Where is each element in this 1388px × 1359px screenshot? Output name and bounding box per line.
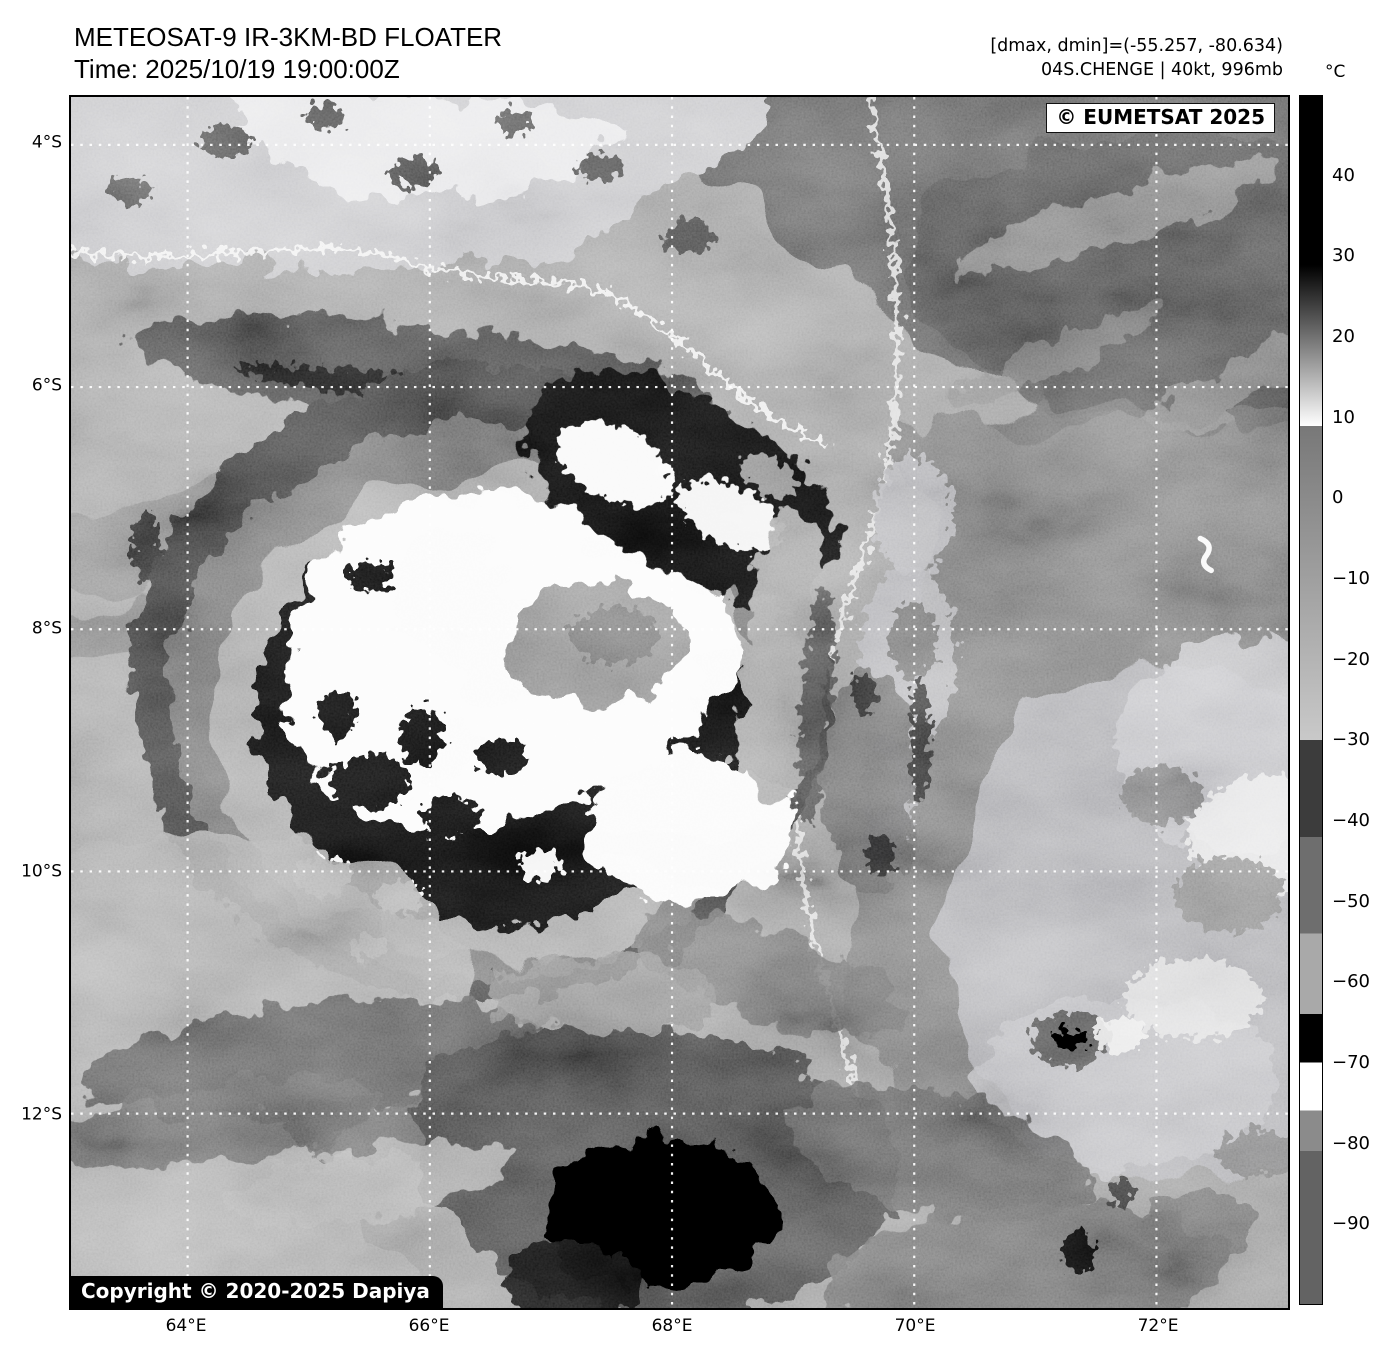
colorbar-tick-label: −90 [1332, 1213, 1370, 1235]
colorbar-tick-label: −70 [1332, 1052, 1370, 1074]
satellite-image [71, 97, 1288, 1308]
figure-title: METEOSAT-9 IR-3KM-BD FLOATER [74, 22, 503, 52]
latitude-tick-label: 8°S [31, 618, 62, 639]
info-block: [dmax, dmin]=(-55.257, -80.634) 04S.CHEN… [990, 34, 1283, 82]
colorbar-tick-label: 30 [1332, 245, 1355, 267]
dmax-dmin-readout: [dmax, dmin]=(-55.257, -80.634) [990, 36, 1283, 56]
colorbar-tick-label: 40 [1332, 164, 1355, 186]
cloud-field-artwork [71, 97, 1288, 1308]
colorbar-tick-label: −40 [1332, 810, 1370, 832]
colorbar-scale [1300, 96, 1322, 1304]
longitude-tick-label: 72°E [1137, 1316, 1179, 1336]
eumetsat-credit-badge: © EUMETSAT 2025 [1046, 103, 1275, 133]
latitude-tick-label: 6°S [31, 375, 62, 396]
latitude-tick-label: 4°S [31, 132, 62, 153]
longitude-tick-label: 64°E [165, 1316, 207, 1336]
colorbar-tick-label: −60 [1332, 971, 1370, 993]
satellite-map: © EUMETSAT 2025 Copyright © 2020-2025 Da… [69, 95, 1290, 1310]
title-block: METEOSAT-9 IR-3KM-BD FLOATER Time: 2025/… [74, 21, 502, 85]
colorbar-tick-label: −10 [1332, 568, 1370, 590]
longitude-tick-label: 68°E [651, 1316, 693, 1336]
latitude-tick-label: 10°S [21, 861, 62, 882]
colorbar-tick-label: −30 [1332, 729, 1370, 751]
colorbar [1299, 95, 1323, 1305]
figure-timestamp: Time: 2025/10/19 19:00:00Z [74, 54, 400, 84]
colorbar-tick-label: −20 [1332, 648, 1370, 670]
colorbar-tick-label: −50 [1332, 890, 1370, 912]
colorbar-tick-label: 20 [1332, 326, 1355, 348]
storm-readout: 04S.CHENGE | 40kt, 996mb [1040, 60, 1283, 80]
colorbar-tick-label: −80 [1332, 1132, 1370, 1154]
copyright-badge: Copyright © 2020-2025 Dapiya [71, 1276, 443, 1308]
latitude-tick-label: 12°S [21, 1104, 62, 1125]
longitude-tick-label: 70°E [894, 1316, 936, 1336]
colorbar-tick-label: 10 [1332, 406, 1355, 428]
longitude-tick-label: 66°E [408, 1316, 450, 1336]
colorbar-tick-label: 0 [1332, 487, 1344, 509]
colorbar-unit-label: °C [1325, 62, 1346, 82]
